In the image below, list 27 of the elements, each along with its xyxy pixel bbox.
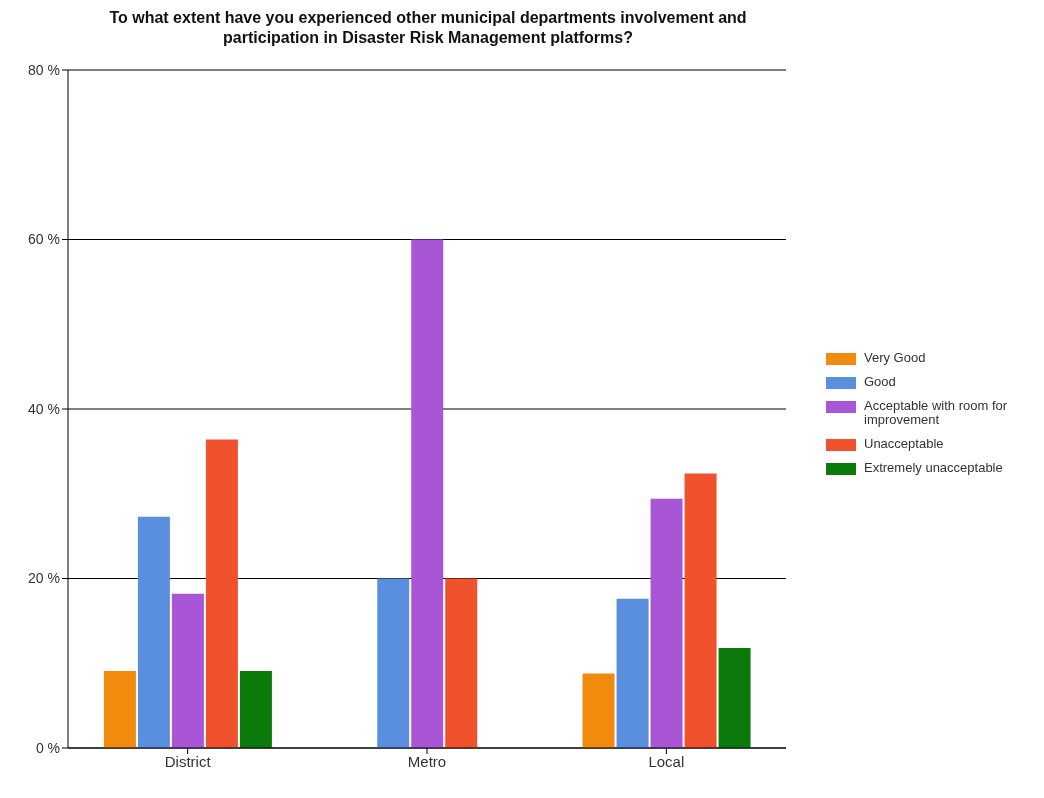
bar [137,516,170,748]
bar [377,578,410,748]
bar [239,670,272,748]
bar [582,673,615,748]
legend-label: Extremely unacceptable [864,460,1003,475]
bar [445,578,478,748]
bar [171,593,204,748]
legend-label: Good [864,374,896,389]
bar [103,670,136,748]
bar [684,473,717,748]
bar [411,239,444,748]
legend-label: Very Good [864,350,926,365]
bar [718,648,751,748]
bar [650,498,683,748]
bar [616,598,649,748]
legend-label: Acceptable with room for improvement [864,398,1009,427]
legend-label: Unacceptable [864,436,944,451]
y-tick-label: 60 % [28,231,60,248]
x-tick-label: District [164,752,212,770]
y-tick-label: 40 % [28,400,60,417]
x-tick-label: Local [648,752,685,770]
x-tick-label: Metro [407,752,447,770]
bar [205,439,238,748]
y-tick-label: 0 % [35,739,60,756]
chart-title: To what extent have you experienced other municipal departments involvement and participation in Disaster Risk Management platforms? [108,8,748,48]
y-tick-label: 20 % [28,570,60,587]
y-tick-label: 80 % [28,61,60,78]
